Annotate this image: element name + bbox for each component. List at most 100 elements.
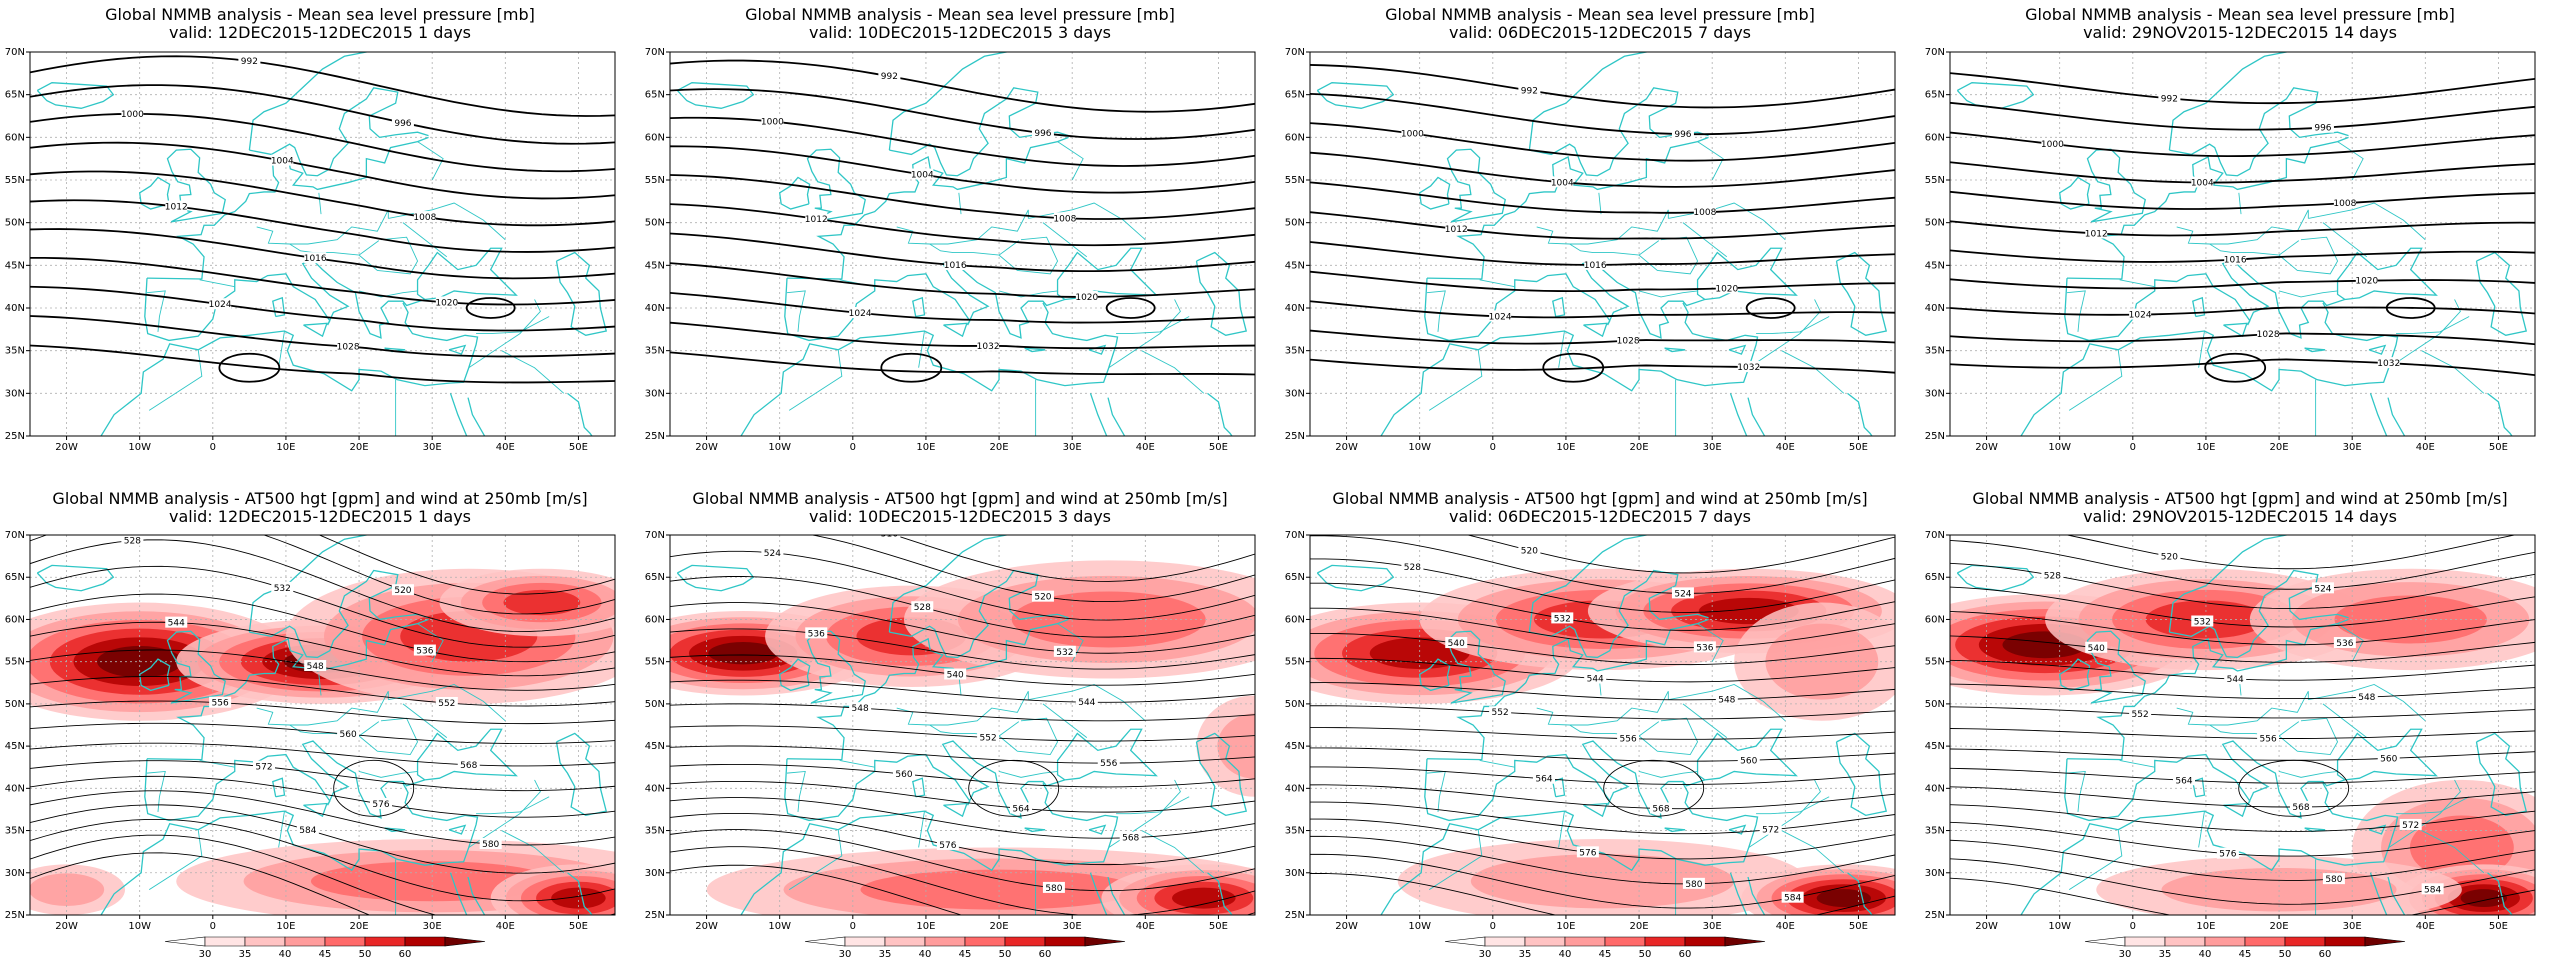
lon-tick-label: 40E bbox=[1136, 442, 1155, 453]
lon-tick-label: 10W bbox=[1408, 921, 1431, 932]
colorbar-tick-label: 45 bbox=[2239, 949, 2252, 960]
lat-tick-label: 70N bbox=[5, 47, 25, 58]
contour-line bbox=[1950, 610, 2535, 646]
contour-line bbox=[670, 59, 1255, 113]
contour-line bbox=[1950, 586, 2535, 628]
contour-line bbox=[1950, 72, 2535, 105]
lon-tick-label: 30E bbox=[423, 442, 442, 453]
contour-line bbox=[1310, 300, 1895, 319]
lat-tick-label: 60N bbox=[1925, 132, 1945, 143]
contour-label: 1028 bbox=[1617, 337, 1640, 347]
lon-tick-label: 40E bbox=[1136, 921, 1155, 932]
lon-tick-label: 50E bbox=[1849, 442, 1868, 453]
lat-tick-label: 30N bbox=[1925, 868, 1945, 879]
contour-line bbox=[30, 565, 615, 648]
contour-label: 532 bbox=[2194, 618, 2211, 628]
lat-tick-label: 50N bbox=[645, 218, 665, 229]
contour-line bbox=[809, 535, 1255, 603]
lon-tick-label: 50E bbox=[1849, 921, 1868, 932]
lat-tick-label: 35N bbox=[645, 826, 665, 837]
map-plot: 9929961000100410081012101610201024102820… bbox=[5, 47, 616, 453]
lat-tick-label: 35N bbox=[1285, 346, 1305, 357]
lon-tick-label: 20W bbox=[695, 921, 718, 932]
lat-tick-label: 45N bbox=[1925, 741, 1945, 752]
lat-tick-label: 65N bbox=[1285, 90, 1305, 101]
lat-tick-label: 25N bbox=[645, 910, 665, 921]
contour-lines bbox=[30, 535, 615, 915]
contour-label: 524 bbox=[2314, 584, 2331, 594]
colorbar-tick-label: 60 bbox=[1039, 949, 1052, 960]
contour-label: 556 bbox=[2260, 734, 2277, 744]
contour-line bbox=[1310, 632, 1895, 666]
colorbar: 30 35 40 45 50 60 bbox=[2084, 936, 2406, 960]
contour-label: 556 bbox=[212, 699, 229, 709]
map-plot: 516 520 524 528 532 536 540 544 548 552 556 560 564 5… bbox=[645, 530, 1256, 960]
contour-line bbox=[1950, 190, 2535, 210]
colorbar: 30 35 40 45 50 60 bbox=[804, 936, 1126, 960]
contour-label: 1000 bbox=[761, 118, 784, 128]
colorbar-tick-label: 40 bbox=[279, 949, 292, 960]
lon-tick-label: 10E bbox=[1556, 921, 1575, 932]
lat-tick-label: 45N bbox=[1285, 741, 1305, 752]
contour-line bbox=[670, 351, 1255, 376]
colorbar-swatch bbox=[1724, 936, 1766, 947]
lat-tick-label: 60N bbox=[5, 614, 25, 625]
colorbar-tick-label: 60 bbox=[1679, 949, 1692, 960]
contour-label: 580 bbox=[1685, 880, 1702, 890]
lat-tick-label: 45N bbox=[5, 260, 25, 271]
coastlines bbox=[36, 535, 608, 915]
contour-line bbox=[1310, 270, 1895, 293]
lon-tick-label: 20W bbox=[695, 442, 718, 453]
contour-label: 580 bbox=[2325, 875, 2342, 885]
contour-line bbox=[670, 321, 1255, 350]
contour-line bbox=[1310, 818, 1895, 860]
contour-lines bbox=[30, 55, 615, 384]
colorbar-tick-label: 50 bbox=[359, 949, 372, 960]
contour-label: 528 bbox=[914, 603, 931, 613]
contour-label: 1016 bbox=[2224, 256, 2247, 266]
contour-line bbox=[670, 576, 1255, 638]
contour-label: 1000 bbox=[121, 110, 144, 120]
contour-label: 1004 bbox=[2191, 179, 2214, 189]
contour-label: 1016 bbox=[944, 261, 967, 271]
contour-label: 552 bbox=[1492, 708, 1509, 718]
lat-tick-label: 45N bbox=[645, 741, 665, 752]
contour-label: 564 bbox=[1535, 775, 1552, 785]
colorbar-swatch bbox=[1004, 936, 1046, 947]
lon-tick-label: 50E bbox=[569, 921, 588, 932]
colorbar-tick-label: 30 bbox=[839, 949, 852, 960]
panel-p6: Global NMMB analysis - AT500 hgt [gpm] a… bbox=[640, 480, 1280, 960]
colorbar: 30 35 40 45 50 60 bbox=[164, 936, 486, 960]
lon-tick-label: 30E bbox=[2343, 442, 2362, 453]
lon-tick-label: 0 bbox=[850, 921, 856, 932]
lon-tick-label: 10E bbox=[2196, 921, 2215, 932]
lon-tick-label: 40E bbox=[496, 442, 515, 453]
panel-p2: Global NMMB analysis - Mean sea level pr… bbox=[640, 0, 1280, 480]
contour-line bbox=[1310, 92, 1895, 136]
lon-tick-label: 20E bbox=[350, 442, 369, 453]
contour-label: 532 bbox=[274, 584, 291, 594]
contour-line bbox=[1466, 535, 1895, 574]
contour-labels: 992 996 1000 1004 1008 1012 1016 1020 1024 1028 10… bbox=[2041, 92, 2400, 369]
panel-title: Global NMMB analysis - Mean sea level pr… bbox=[745, 5, 1175, 24]
contour-line bbox=[30, 818, 615, 902]
contour-line bbox=[670, 292, 1255, 324]
panel-p7: Global NMMB analysis - AT500 hgt [gpm] a… bbox=[1280, 480, 1920, 960]
lat-tick-label: 45N bbox=[645, 260, 665, 271]
jet-shade bbox=[1011, 591, 1206, 648]
contour-line bbox=[30, 775, 615, 818]
lon-tick-label: 20W bbox=[1975, 921, 1998, 932]
lon-tick-label: 30E bbox=[2343, 921, 2362, 932]
contour-line bbox=[1950, 306, 2535, 316]
lat-tick-label: 25N bbox=[645, 431, 665, 442]
lat-tick-label: 45N bbox=[1925, 260, 1945, 271]
axes: 20W 10W 0 10E 20E 30E 40E 50E 70N 65N 60N 55N 50N 45N… bbox=[1925, 530, 2508, 932]
lat-tick-label: 65N bbox=[1925, 90, 1945, 101]
contour-lines bbox=[1310, 535, 1895, 915]
jet-shade bbox=[2409, 815, 2514, 880]
panel-valid-dates: valid: 29NOV2015-12DEC2015 14 days bbox=[2083, 23, 2397, 42]
lon-tick-label: 20W bbox=[1975, 442, 1998, 453]
contour-label: 584 bbox=[1784, 894, 1801, 904]
contour-labels: 516 520 524 528 532 536 540 544 548 552 556 560 564 5… bbox=[761, 535, 1142, 894]
colorbar-tick-label: 60 bbox=[399, 949, 412, 960]
